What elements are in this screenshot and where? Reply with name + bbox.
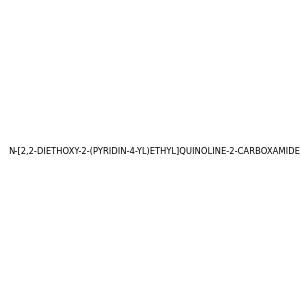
Text: N-[2,2-DIETHOXY-2-(PYRIDIN-4-YL)ETHYL]QUINOLINE-2-CARBOXAMIDE: N-[2,2-DIETHOXY-2-(PYRIDIN-4-YL)ETHYL]QU… (8, 147, 300, 156)
